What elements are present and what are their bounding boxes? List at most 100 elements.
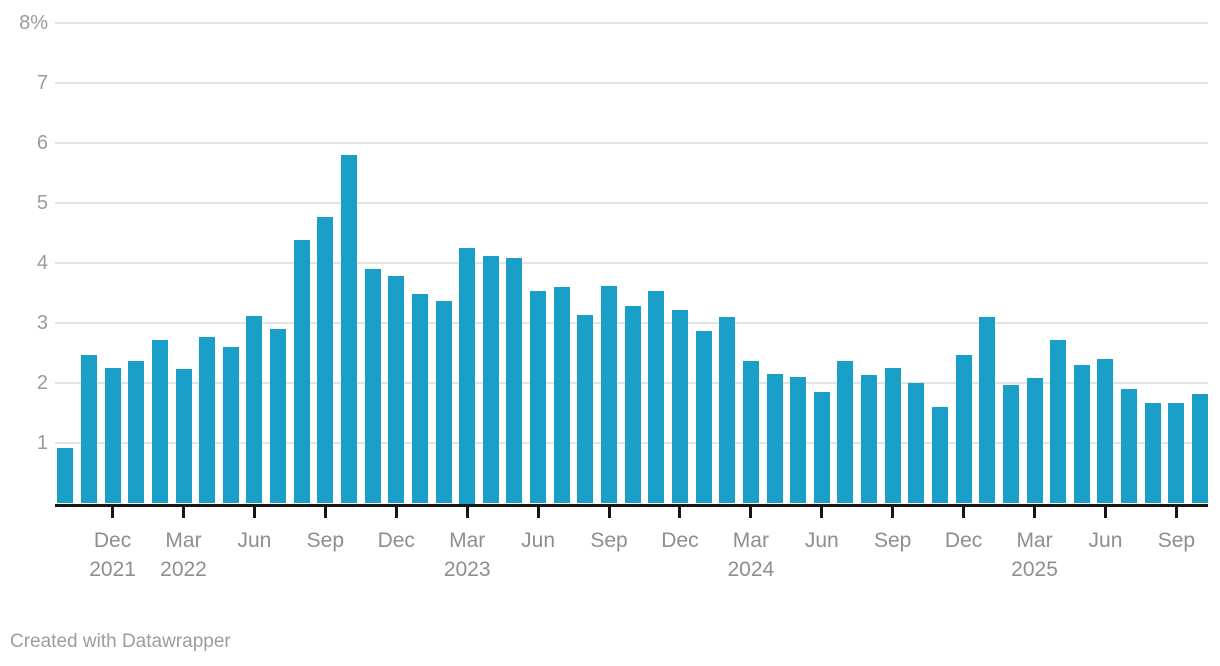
- bar-mar-2025[interactable]: [1026, 377, 1043, 504]
- bar-feb-2025[interactable]: [1002, 385, 1019, 504]
- y-axis-label-4: 4: [36, 252, 48, 275]
- x-axis-tick: [252, 506, 256, 518]
- gridline-4: [55, 262, 1208, 265]
- bar-mar-2022[interactable]: [175, 368, 192, 504]
- x-axis-year-label: 2023: [443, 558, 491, 581]
- x-axis-tick: [1174, 506, 1178, 518]
- bar-jan-2024[interactable]: [695, 330, 712, 504]
- bar-mar-2023[interactable]: [459, 248, 476, 504]
- bar-oct-2024[interactable]: [908, 382, 925, 504]
- x-axis-tick: [820, 506, 824, 518]
- y-axis-label-7: 7: [36, 72, 48, 95]
- bar-apr-2023[interactable]: [482, 256, 499, 504]
- bar-jul-2023[interactable]: [553, 286, 570, 504]
- x-axis-tick: [394, 506, 398, 518]
- x-axis-month-label: Mar: [449, 529, 486, 552]
- gridline-7: [55, 82, 1208, 85]
- bar-jan-2022[interactable]: [128, 361, 145, 504]
- bar-feb-2023[interactable]: [435, 301, 452, 504]
- bar-may-2025[interactable]: [1073, 365, 1090, 504]
- x-axis-month-label: Mar: [1016, 529, 1053, 552]
- bar-jul-2024[interactable]: [837, 360, 854, 504]
- x-axis-tick: [891, 506, 895, 518]
- bar-nov-2022[interactable]: [364, 269, 381, 504]
- y-axis-label-6: 6: [36, 132, 48, 155]
- bar-jan-2023[interactable]: [411, 294, 428, 504]
- y-axis-label-5: 5: [36, 192, 48, 215]
- bar-nov-2023[interactable]: [648, 291, 665, 504]
- x-axis-tick: [749, 506, 753, 518]
- x-axis-tick: [607, 506, 611, 518]
- x-axis-month-label: Mar: [732, 529, 769, 552]
- bar-may-2022[interactable]: [222, 346, 239, 504]
- bar-aug-2022[interactable]: [293, 240, 310, 504]
- bar-aug-2025[interactable]: [1144, 402, 1161, 504]
- x-axis-tick: [1033, 506, 1037, 518]
- bar-jun-2023[interactable]: [530, 291, 547, 504]
- gridline-6: [55, 142, 1208, 145]
- x-axis-month-label: Dec: [944, 529, 983, 552]
- x-axis-tick: [323, 506, 327, 518]
- x-axis-tick: [962, 506, 966, 518]
- bar-feb-2022[interactable]: [151, 340, 168, 504]
- x-axis-tick: [536, 506, 540, 518]
- gridline-5: [55, 202, 1208, 205]
- bar-nov-2021[interactable]: [80, 354, 97, 504]
- x-axis-month-label: Dec: [377, 529, 415, 552]
- bar-jul-2022[interactable]: [270, 329, 287, 504]
- bar-apr-2025[interactable]: [1050, 339, 1067, 504]
- x-axis-month-label: Jun: [521, 529, 556, 552]
- bar-oct-2022[interactable]: [340, 154, 357, 504]
- y-axis-label-2: 2: [36, 372, 48, 395]
- bar-aug-2024[interactable]: [861, 374, 878, 504]
- bar-may-2024[interactable]: [790, 376, 807, 504]
- y-axis-label-8: 8%: [19, 12, 48, 34]
- bar-sep-2025[interactable]: [1168, 403, 1185, 504]
- bar-nov-2024[interactable]: [931, 406, 948, 504]
- bar-dec-2021[interactable]: [104, 367, 121, 504]
- bar-mar-2024[interactable]: [742, 360, 759, 504]
- x-axis-month-label: Sep: [874, 529, 912, 552]
- x-axis-year-label: 2021: [89, 558, 136, 581]
- x-axis-month-label: Sep: [306, 529, 345, 552]
- y-axis-label-1: 1: [36, 432, 48, 455]
- bar-jan-2025[interactable]: [979, 316, 996, 504]
- bar-feb-2024[interactable]: [719, 316, 736, 504]
- x-axis-month-label: Jun: [1088, 529, 1123, 552]
- bar-jul-2025[interactable]: [1121, 388, 1138, 504]
- chart-footer: Created with Datawrapper: [10, 631, 231, 653]
- bar-aug-2023[interactable]: [577, 314, 594, 504]
- bar-dec-2022[interactable]: [388, 276, 405, 504]
- x-axis-tick: [111, 506, 115, 518]
- x-axis-year-label: 2025: [1011, 558, 1058, 581]
- bar-oct-2021[interactable]: [57, 447, 74, 504]
- bar-apr-2022[interactable]: [199, 336, 216, 504]
- x-axis-line: [55, 503, 1208, 507]
- bar-jun-2022[interactable]: [246, 316, 263, 504]
- y-axis-label-3: 3: [36, 312, 48, 335]
- x-axis-month-label: Jun: [804, 529, 839, 552]
- bar-sep-2024[interactable]: [884, 367, 901, 504]
- x-axis-tick: [182, 506, 185, 518]
- x-axis-month-label: Dec: [661, 529, 699, 552]
- x-axis-month-label: Jun: [237, 529, 272, 552]
- bar-jun-2024[interactable]: [813, 391, 830, 504]
- gridline-8: [55, 22, 1208, 24]
- bar-dec-2024[interactable]: [955, 354, 972, 504]
- x-axis-year-label: 2022: [160, 558, 207, 581]
- bar-sep-2023[interactable]: [601, 286, 618, 504]
- bar-apr-2024[interactable]: [766, 374, 783, 504]
- bar-jun-2025[interactable]: [1097, 359, 1114, 504]
- bar-sep-2022[interactable]: [317, 217, 334, 504]
- x-axis-year-label: 2024: [727, 558, 775, 581]
- x-axis-tick: [678, 506, 682, 518]
- x-axis-tick: [1103, 506, 1107, 518]
- bar-oct-2025[interactable]: [1192, 394, 1209, 504]
- bar-dec-2023[interactable]: [671, 310, 688, 504]
- bar-may-2023[interactable]: [506, 258, 523, 504]
- datawrapper-credit-link[interactable]: Created with Datawrapper: [10, 631, 231, 652]
- x-axis-month-label: Dec: [93, 529, 132, 552]
- bar-oct-2023[interactable]: [624, 306, 641, 504]
- x-axis-tick: [465, 506, 469, 518]
